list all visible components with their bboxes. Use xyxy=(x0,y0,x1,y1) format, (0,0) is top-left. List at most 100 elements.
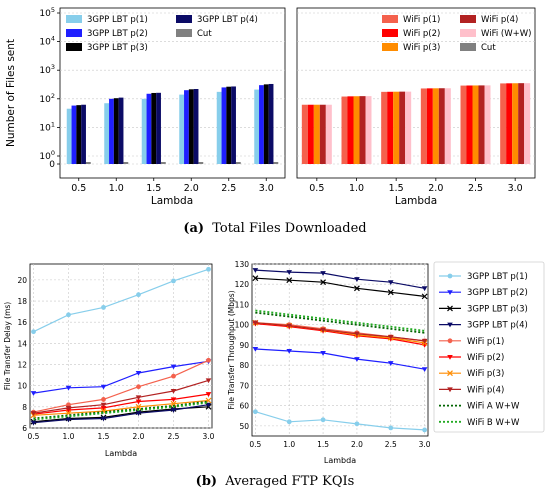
data-point xyxy=(286,349,293,354)
legend-swatch xyxy=(382,15,398,23)
legend-swatch xyxy=(460,29,476,37)
data-point xyxy=(135,370,142,376)
data-point xyxy=(135,399,142,405)
data-point xyxy=(205,392,212,397)
bar xyxy=(198,162,204,164)
bar xyxy=(226,86,232,164)
bar xyxy=(466,85,473,164)
data-point xyxy=(252,409,258,415)
legend-label: WiFi p(1) xyxy=(467,337,504,347)
x-tick-label: 3.0 xyxy=(508,183,523,194)
x-tick-label: 2.0 xyxy=(184,183,199,194)
x-tick-label: 1.5 xyxy=(317,440,329,449)
bar xyxy=(66,108,72,164)
bar xyxy=(307,104,314,164)
series-line xyxy=(33,399,209,416)
x-tick-label: 1.5 xyxy=(98,432,110,441)
delay-y-axis-label: File Transfer Delay (ms) xyxy=(3,302,12,391)
y-tick-label: 105 xyxy=(39,6,55,19)
data-point xyxy=(170,400,177,407)
caption-b-label: (b) xyxy=(196,474,217,489)
series-line xyxy=(255,411,425,431)
bar xyxy=(365,96,372,164)
legend-label: WiFi (W+W) xyxy=(481,29,531,39)
series-line xyxy=(33,393,209,415)
bar xyxy=(500,83,507,164)
y-tick-label: 130 xyxy=(235,260,250,269)
bar xyxy=(347,96,354,164)
bar xyxy=(484,85,491,164)
data-point xyxy=(206,266,211,272)
data-point xyxy=(286,419,292,425)
bar xyxy=(301,104,308,164)
legend-3gpp-bars: 3GPP LBT p(1) 3GPP LBT p(2) 3GPP LBT p(3) 3… xyxy=(66,15,258,53)
bar-panel-right-frame xyxy=(296,7,536,179)
bar xyxy=(156,92,161,164)
x-tick-label: 2.0 xyxy=(133,432,145,441)
bar xyxy=(188,89,194,164)
legend-swatch xyxy=(382,43,398,51)
series-line xyxy=(33,268,209,333)
legend-swatch xyxy=(176,15,192,23)
legend-swatch xyxy=(176,29,192,37)
legend-box xyxy=(433,261,545,433)
caption-a-text: Total Files Downloaded xyxy=(212,221,366,236)
x-tick-label: 0.5 xyxy=(71,183,86,194)
bar-chart-3gpp: 0.5 1.0 1.5 2.0 2.5 3.0 xyxy=(66,83,279,194)
y-tick-label: 0 xyxy=(49,160,55,170)
bar-panel-left-frame xyxy=(59,7,286,179)
legend-label: WiFi p(3) xyxy=(403,43,440,53)
legend-label: WiFi p(2) xyxy=(467,353,504,363)
y-tick-label: 102 xyxy=(39,92,55,105)
data-point xyxy=(447,322,453,328)
svg-text:(b) Averaged FTP KQIs: (b) Averaged FTP KQIs xyxy=(196,474,355,489)
data-point xyxy=(206,357,211,363)
legend-label: 3GPP LBT p(1) xyxy=(87,15,148,25)
y-tick-label: 10 xyxy=(17,382,27,391)
x-tick-label: 1.0 xyxy=(109,183,124,194)
x-tick-label: 2.0 xyxy=(351,440,363,449)
bar xyxy=(104,103,110,164)
series-line xyxy=(255,322,425,342)
data-point xyxy=(252,346,259,352)
legend-swatch xyxy=(382,29,398,37)
x-tick-label: 2.5 xyxy=(221,183,236,194)
data-point xyxy=(135,411,142,416)
legend-swatch xyxy=(66,15,82,23)
legend-label: WiFi B W+W xyxy=(467,418,520,428)
legend-label: 3GPP LBT p(3) xyxy=(87,43,148,53)
bar xyxy=(76,105,82,164)
legend-label: WiFi p(4) xyxy=(481,15,518,25)
legend-label: WiFi p(1) xyxy=(403,15,440,25)
data-point xyxy=(30,420,37,426)
legend-swatch xyxy=(460,15,476,23)
bar xyxy=(160,162,166,164)
data-point xyxy=(388,425,394,431)
throughput-x-axis-label: Lambda xyxy=(324,456,356,465)
data-point xyxy=(170,408,177,413)
x-tick-label: 1.0 xyxy=(283,440,295,449)
throughput-chart-lines xyxy=(252,268,428,433)
bar xyxy=(381,91,388,164)
data-point xyxy=(170,397,177,403)
bar xyxy=(426,88,433,164)
bar xyxy=(325,104,332,164)
legend-label: Cut xyxy=(197,29,212,39)
data-point xyxy=(66,312,71,318)
data-point xyxy=(354,331,360,337)
x-tick-label: 1.0 xyxy=(63,432,75,441)
bar xyxy=(184,90,189,164)
bar xyxy=(113,98,119,164)
legend-label: 3GPP LBT p(1) xyxy=(467,272,528,282)
legend-label: WiFi p(3) xyxy=(467,369,504,379)
data-point xyxy=(421,293,428,300)
data-point xyxy=(353,285,360,292)
data-point xyxy=(101,304,106,310)
legend-swatch xyxy=(460,43,476,51)
bar xyxy=(432,88,439,164)
data-point xyxy=(252,320,259,326)
y-tick-label: 100 xyxy=(235,321,250,330)
series-line xyxy=(255,311,425,334)
bar-y-axis-label: Number of Files sent xyxy=(5,39,17,147)
legend-label: 3GPP LBT p(3) xyxy=(467,304,528,314)
